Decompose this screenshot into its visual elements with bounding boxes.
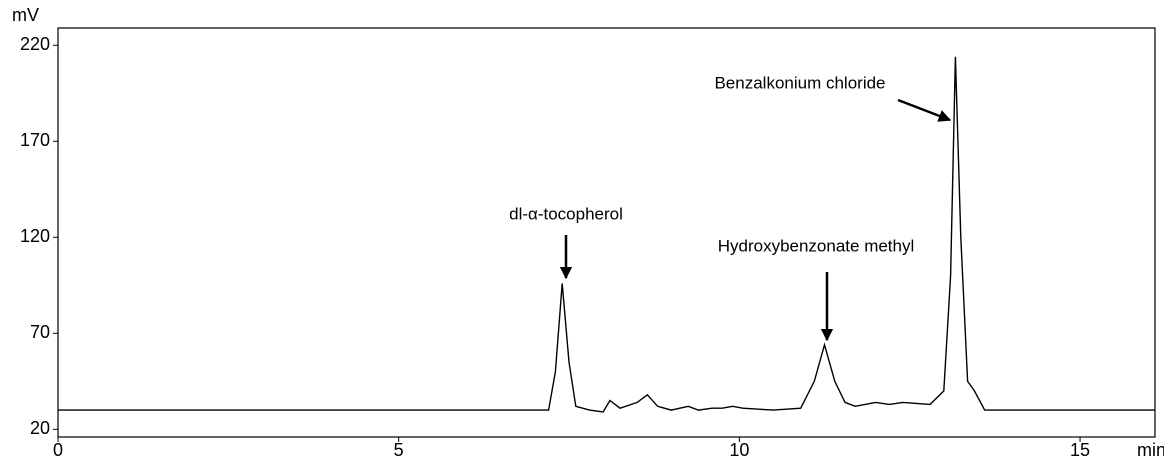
x-tick-label: 15	[1070, 440, 1090, 460]
y-tick-label: 170	[20, 130, 50, 150]
plot-frame	[57, 27, 1156, 438]
y-tick-label: 70	[30, 322, 50, 342]
y-tick-label: 120	[20, 226, 50, 246]
y-tick-label: 20	[30, 418, 50, 438]
x-tick-label: 0	[53, 440, 63, 460]
annotation: Hydroxybenzonate methyl	[718, 236, 915, 255]
y-tick-label: 220	[20, 34, 50, 54]
y-axis-label: mV	[12, 5, 39, 25]
chromatogram-line	[58, 56, 1155, 413]
x-tick-label: 10	[729, 440, 749, 460]
annotation: dl-α-tocopherol	[509, 204, 623, 223]
annotation-arrow	[897, 98, 952, 122]
annotation: Benzalkonium chloride	[714, 73, 885, 92]
x-tick-label: 5	[394, 440, 404, 460]
x-axis-label: min	[1137, 440, 1164, 460]
